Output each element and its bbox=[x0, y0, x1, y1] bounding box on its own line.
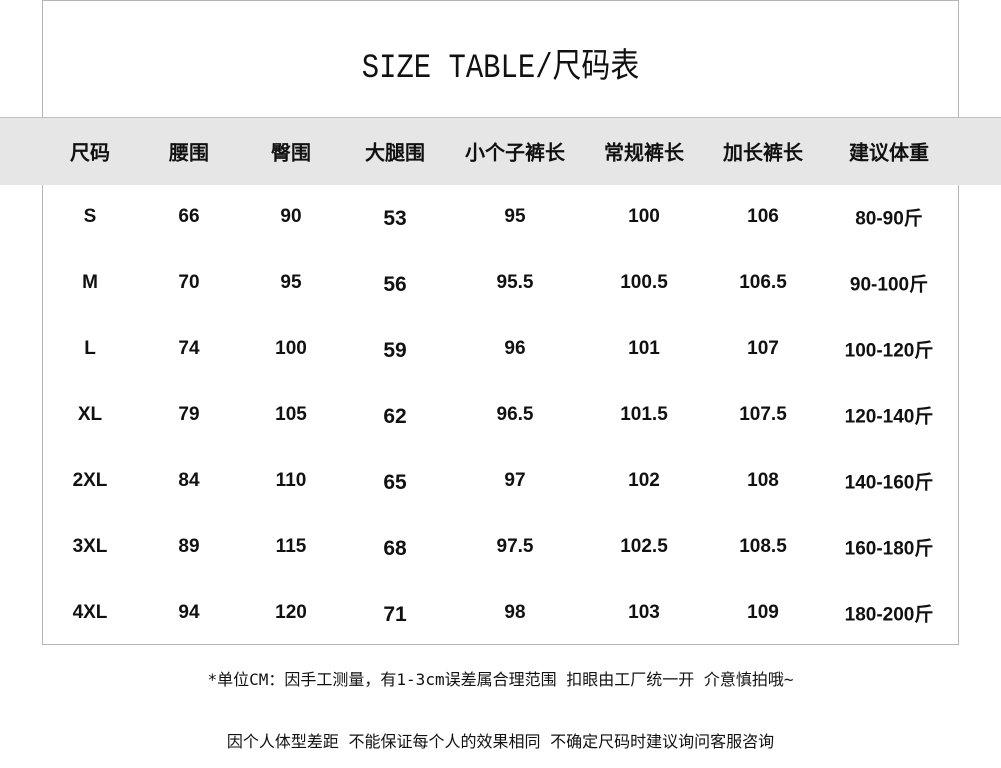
column-header: 腰围 bbox=[169, 140, 209, 165]
table-cell: 100.5 bbox=[620, 272, 668, 293]
column-header: 加长裤长 bbox=[723, 140, 803, 165]
column-header: 臀围 bbox=[271, 140, 311, 165]
table-cell: 100-120斤 bbox=[844, 340, 934, 362]
column-header: 常规裤长 bbox=[604, 140, 684, 165]
table-cell: 101.5 bbox=[620, 404, 668, 425]
table-cell: 79 bbox=[178, 404, 200, 425]
table-frame bbox=[42, 0, 959, 645]
table-cell: 74 bbox=[178, 338, 200, 359]
table-cell: 108.5 bbox=[739, 536, 787, 557]
table-cell: 107.5 bbox=[739, 404, 787, 425]
table-cell: 3XL bbox=[72, 536, 108, 557]
table-cell: 100 bbox=[275, 338, 307, 359]
column-header: 建议体重 bbox=[849, 140, 929, 165]
table-cell: 105 bbox=[275, 404, 307, 425]
table-cell: 180-200斤 bbox=[844, 604, 934, 626]
table-cell: 97.5 bbox=[496, 536, 534, 557]
table-cell: 90-100斤 bbox=[849, 274, 929, 296]
note-disclaimer: 因个人体型差距 不能保证每个人的效果相同 不确定尺码时建议询问客服咨询 bbox=[226, 732, 775, 751]
table-cell: 96.5 bbox=[496, 404, 534, 425]
table-cell: 95.5 bbox=[496, 272, 534, 293]
table-cell: 97 bbox=[504, 470, 526, 491]
table-cell: 101 bbox=[628, 338, 660, 359]
column-header: 小个子裤长 bbox=[465, 140, 565, 165]
table-cell: 62 bbox=[383, 405, 407, 428]
table-cell: 2XL bbox=[72, 470, 108, 491]
table-cell: 94 bbox=[178, 602, 200, 623]
table-cell: 100 bbox=[628, 206, 660, 227]
table-cell: 80-90斤 bbox=[855, 208, 923, 230]
table-cell: 96 bbox=[504, 338, 526, 359]
table-cell: 53 bbox=[383, 207, 407, 230]
table-cell: 110 bbox=[275, 470, 307, 491]
column-header: 尺码 bbox=[70, 140, 110, 165]
table-cell: 108 bbox=[747, 470, 779, 491]
table-cell: 140-160斤 bbox=[844, 472, 934, 494]
table-cell: 65 bbox=[383, 471, 407, 494]
table-cell: 106.5 bbox=[739, 272, 787, 293]
table-cell: 115 bbox=[275, 536, 307, 557]
table-cell: 95 bbox=[280, 272, 302, 293]
table-cell: 103 bbox=[628, 602, 660, 623]
table-cell: 98 bbox=[504, 602, 526, 623]
table-cell: 160-180斤 bbox=[844, 538, 934, 560]
table-cell: 95 bbox=[504, 206, 526, 227]
table-cell: L bbox=[84, 338, 96, 359]
table-cell: XL bbox=[77, 404, 103, 425]
note-measurement: *单位CM：因手工测量，有1-3cm误差属合理范围 扣眼由工厂统一开 介意慎拍哦… bbox=[207, 670, 794, 689]
column-header: 大腿围 bbox=[365, 140, 425, 165]
table-cell: 68 bbox=[383, 537, 407, 560]
table-cell: 120 bbox=[275, 602, 307, 623]
table-cell: 90 bbox=[280, 206, 302, 227]
table-cell: 56 bbox=[383, 273, 407, 296]
table-cell: 89 bbox=[178, 536, 200, 557]
table-cell: 102 bbox=[628, 470, 660, 491]
table-cell: 70 bbox=[178, 272, 200, 293]
table-cell: 84 bbox=[178, 470, 200, 491]
table-cell: 66 bbox=[178, 206, 200, 227]
page-title: SIZE TABLE/尺码表 bbox=[361, 50, 640, 88]
table-cell: S bbox=[83, 206, 97, 227]
header-band bbox=[0, 117, 1001, 185]
table-cell: 109 bbox=[747, 602, 779, 623]
table-cell: 120-140斤 bbox=[844, 406, 934, 428]
table-cell: 71 bbox=[383, 603, 407, 626]
table-cell: 59 bbox=[383, 339, 407, 362]
table-cell: M bbox=[82, 272, 98, 293]
table-cell: 4XL bbox=[72, 602, 108, 623]
table-cell: 106 bbox=[747, 206, 779, 227]
table-cell: 102.5 bbox=[620, 536, 668, 557]
table-cell: 107 bbox=[747, 338, 779, 359]
